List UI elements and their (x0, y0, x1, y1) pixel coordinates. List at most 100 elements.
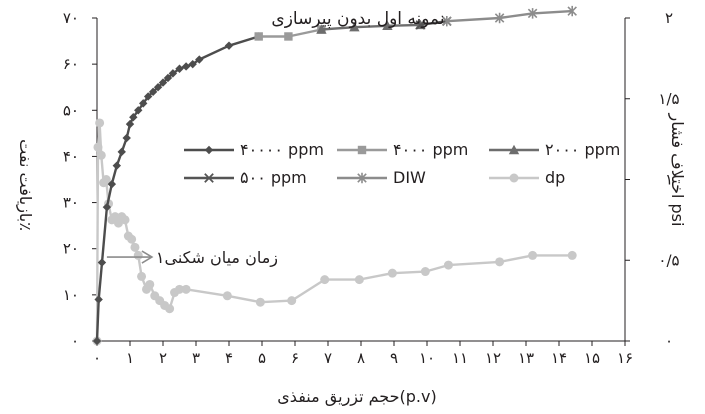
legend-label: ۴۰۰۰۰ ppm (240, 140, 324, 159)
x-tick-label: ۹ (390, 349, 398, 367)
data-point (129, 113, 138, 122)
axes: ۰ ۱ ۲ ۳ ۴ ۵ ۶ ۷ ۸ ۹ ۱۰ ۱۱ ۱۲ ۱۳ ۱۴ ۱۵ ۱۶۰۱۰۲۰۳۰۴۰۵۰۶۰۷۰۰… (63, 9, 680, 367)
data-point (320, 275, 330, 285)
data-point (125, 119, 135, 129)
data-point (168, 69, 178, 78)
y-left-tick-label: ۳۰ (63, 194, 79, 212)
y-left-tick-label: ۱۰ (63, 286, 79, 304)
series-line (446, 9, 573, 23)
legend-label: ۲۰۰۰ ppm (545, 140, 620, 159)
legend-label: ۴۰۰۰ ppm (393, 140, 468, 159)
series-line (420, 20, 447, 27)
y-axis-left-title: بازیافت نفت٪ (15, 139, 35, 231)
annotation-layer: زمان میان شکنی۱ (106, 248, 278, 268)
legend-swatch-marker (357, 172, 367, 184)
data-point (527, 8, 538, 19)
data-point (148, 87, 158, 97)
data-point (287, 296, 297, 306)
data-point (528, 250, 538, 260)
data-point (567, 250, 577, 260)
x-tick-label: ۱۰ (419, 349, 435, 367)
x-tick-label: ۶ (291, 349, 299, 367)
series-0 (92, 32, 263, 346)
x-tick-label: ۱۶ (617, 349, 633, 367)
x-tick-label: ۱ (126, 349, 134, 367)
data-point (382, 20, 393, 31)
x-tick-label: ۱۴ (551, 349, 567, 367)
data-point (175, 64, 184, 73)
y-left-tick-label: ۵۰ (63, 101, 79, 119)
data-point (316, 24, 327, 34)
data-point (387, 268, 397, 278)
x-tick-label: ۵ (258, 349, 266, 367)
data-point (120, 215, 130, 225)
x-axis-title: حجم تزریق منفذی(p.v) (277, 387, 436, 407)
y-left-tick-label: ۷۰ (63, 9, 79, 27)
annotation-text: زمان میان شکنی۱ (156, 248, 278, 268)
x-tick-label: ۳ (192, 349, 200, 367)
chart-title: نمونه اول بدون پیرسازی (271, 9, 444, 29)
data-point (94, 295, 103, 304)
legend-item: ۲۰۰۰ ppm (489, 140, 620, 159)
data-point (107, 179, 117, 189)
annotation-arrowhead (141, 250, 154, 264)
data-point (153, 83, 163, 92)
data-point (101, 175, 111, 184)
data-point (254, 32, 263, 41)
data-point (181, 62, 191, 71)
data-point (143, 92, 153, 101)
y-right-tick-label: ۰ (665, 332, 673, 350)
data-point (139, 99, 148, 108)
data-point (255, 297, 265, 307)
legend-label: dp (545, 168, 565, 187)
x-tick-label: ۱۳ (518, 349, 534, 367)
data-point (130, 242, 140, 252)
legend-item: dp (489, 168, 565, 187)
data-point (133, 250, 143, 260)
y-right-tick-label: ۱/۵ (658, 90, 679, 108)
legend-swatch-marker (508, 144, 520, 155)
series-layer (92, 5, 577, 346)
x-tick-label: ۸ (357, 349, 365, 367)
data-point (442, 16, 452, 27)
data-point (137, 271, 147, 281)
data-point (145, 279, 155, 289)
data-point (95, 118, 105, 128)
legend-swatch-marker (509, 173, 519, 183)
data-point (284, 32, 293, 41)
y-left-tick-label: ۲۰ (63, 240, 79, 258)
y-left-tick-label: ۰ (71, 332, 79, 350)
legend-item: ۴۰۰۰ ppm (337, 140, 468, 159)
data-point (112, 161, 121, 170)
data-point (188, 59, 197, 69)
data-point (494, 12, 505, 24)
data-point (567, 5, 577, 17)
data-point (97, 258, 107, 267)
data-point (96, 150, 106, 160)
data-point (117, 147, 126, 157)
legend-label: DIW (393, 168, 426, 187)
data-point (122, 133, 131, 143)
legend-swatch-marker (204, 173, 214, 183)
data-point (349, 22, 360, 32)
x-tick-label: ۱۵ (584, 349, 600, 367)
data-point (92, 336, 102, 346)
x-tick-label: ۰ (93, 349, 101, 367)
x-tick-label: ۴ (225, 349, 233, 367)
y-right-tick-label: ۲ (665, 9, 673, 27)
series-5 (92, 118, 577, 346)
data-point (354, 275, 364, 285)
y-right-tick-label: ۰/۵ (658, 251, 679, 269)
legend-item: DIW (337, 168, 426, 187)
y-axis-right-title: اختلاف فشار psi (667, 113, 687, 227)
x-tick-label: ۷ (324, 349, 332, 367)
series-4 (442, 5, 577, 27)
data-point (134, 106, 143, 115)
data-point (127, 234, 137, 244)
legend-item: ۴۰۰۰۰ ppm (184, 140, 324, 159)
legend: ۴۰۰۰۰ ppm ۴۰۰۰ ppm ۲۰۰۰ ppm ۵۰۰ ppm DIW dp (184, 140, 620, 187)
data-point (443, 260, 453, 270)
y-left-tick-label: ۴۰ (63, 147, 79, 165)
x-tick-label: ۲ (159, 349, 167, 367)
